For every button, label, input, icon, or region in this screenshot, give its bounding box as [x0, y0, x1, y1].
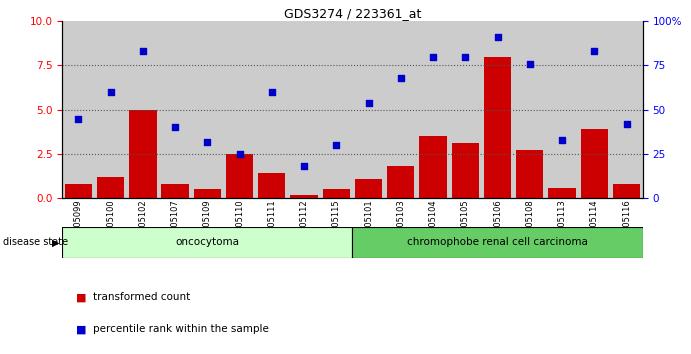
- Point: [266, 89, 277, 95]
- Text: oncocytoma: oncocytoma: [176, 238, 239, 247]
- Bar: [258, 173, 285, 198]
- Bar: [482, 21, 513, 198]
- Text: transformed count: transformed count: [93, 292, 191, 302]
- Bar: [97, 177, 124, 198]
- Bar: [64, 184, 92, 198]
- Bar: [352, 21, 385, 198]
- Bar: [62, 227, 352, 258]
- Bar: [419, 136, 446, 198]
- Point: [589, 48, 600, 54]
- Point: [428, 54, 439, 59]
- Bar: [516, 150, 544, 198]
- Bar: [323, 189, 350, 198]
- Bar: [546, 21, 578, 198]
- Bar: [193, 189, 221, 198]
- Bar: [320, 21, 352, 198]
- Bar: [191, 21, 223, 198]
- Point: [202, 139, 213, 144]
- Text: ■: ■: [76, 292, 86, 302]
- Bar: [126, 21, 159, 198]
- Bar: [256, 21, 288, 198]
- Bar: [580, 129, 608, 198]
- Bar: [62, 21, 95, 198]
- Point: [234, 151, 245, 157]
- Text: ▶: ▶: [52, 238, 59, 247]
- Bar: [290, 195, 318, 198]
- Bar: [161, 184, 189, 198]
- Text: disease state: disease state: [3, 238, 68, 247]
- Point: [138, 48, 149, 54]
- Bar: [449, 21, 482, 198]
- Point: [492, 34, 503, 40]
- Bar: [288, 21, 320, 198]
- Bar: [452, 143, 479, 198]
- Bar: [226, 154, 253, 198]
- Bar: [352, 227, 643, 258]
- Bar: [387, 166, 415, 198]
- Bar: [613, 184, 641, 198]
- Point: [556, 137, 567, 143]
- Point: [73, 116, 84, 121]
- Text: percentile rank within the sample: percentile rank within the sample: [93, 324, 269, 334]
- Bar: [484, 57, 511, 198]
- Text: chromophobe renal cell carcinoma: chromophobe renal cell carcinoma: [407, 238, 588, 247]
- Point: [395, 75, 406, 81]
- Bar: [385, 21, 417, 198]
- Bar: [610, 21, 643, 198]
- Point: [363, 100, 374, 105]
- Bar: [513, 21, 546, 198]
- Bar: [159, 21, 191, 198]
- Bar: [223, 21, 256, 198]
- Bar: [578, 21, 610, 198]
- Point: [621, 121, 632, 127]
- Bar: [549, 188, 576, 198]
- Text: ■: ■: [76, 324, 86, 334]
- Point: [105, 89, 116, 95]
- Point: [331, 142, 342, 148]
- Bar: [129, 110, 156, 198]
- Bar: [95, 21, 126, 198]
- Bar: [417, 21, 449, 198]
- Bar: [355, 179, 382, 198]
- Point: [460, 54, 471, 59]
- Point: [524, 61, 536, 67]
- Point: [169, 125, 180, 130]
- Title: GDS3274 / 223361_at: GDS3274 / 223361_at: [284, 7, 421, 20]
- Point: [299, 164, 310, 169]
